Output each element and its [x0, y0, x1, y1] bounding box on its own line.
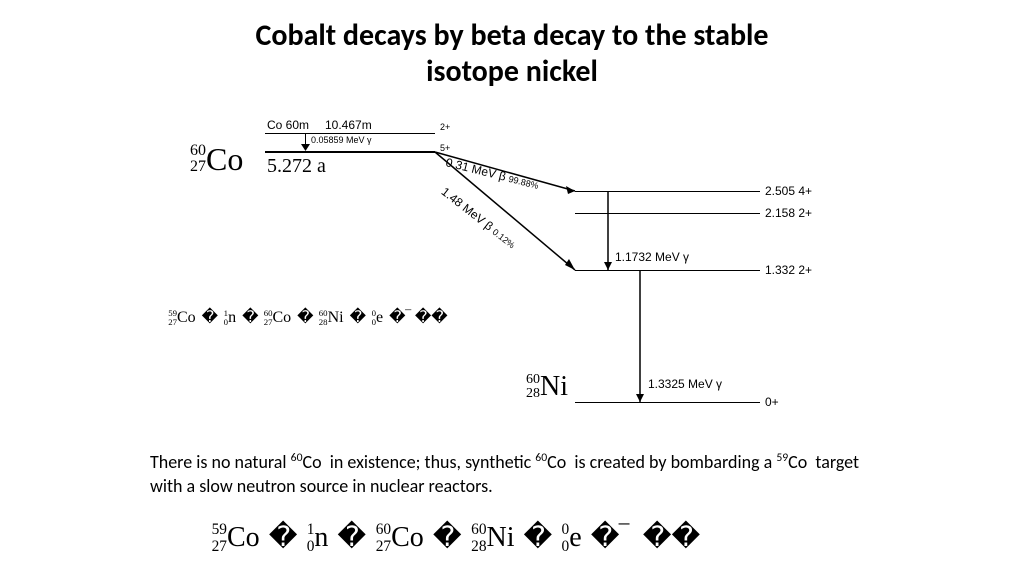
- level-0-text: 2.505 4+: [765, 184, 812, 198]
- ni60-z: 28: [526, 387, 540, 401]
- ni60-symbol: Ni: [540, 371, 568, 402]
- equation-large: 5927Co � 10n � 6027Co � 6028Ni � 00e �‾ …: [225, 520, 700, 554]
- slide-title: Cobalt decays by beta decay to the stabl…: [0, 0, 1024, 90]
- nuclide-ni60: 60 28 Ni: [540, 373, 568, 401]
- level-line-3: [575, 402, 760, 403]
- body-paragraph: There is no natural 60Co in existence; t…: [150, 450, 890, 499]
- title-line-1: Cobalt decays by beta decay to the stabl…: [255, 17, 768, 54]
- ni60-mass: 60: [526, 373, 540, 387]
- equation-small: 5927Co � 10n � 6027Co � 6028Ni � 00e �‾ …: [175, 307, 448, 327]
- level-line-1: [575, 213, 760, 214]
- level-1-text: 2.158 2+: [765, 206, 812, 220]
- title-line-2: isotope nickel: [426, 53, 598, 90]
- level-3-text: 0+: [765, 395, 779, 409]
- decay-scheme-diagram: 60 27 Co Co 60m 10.467m 0.05859 MeV γ 5.…: [170, 115, 850, 425]
- gamma1-label: 1.1732 MeV γ: [615, 250, 689, 264]
- level-2-text: 1.332 2+: [765, 263, 812, 277]
- gamma2-label: 1.3325 MeV γ: [648, 377, 722, 391]
- level-line-0: [575, 191, 760, 192]
- level-line-2: [575, 270, 760, 271]
